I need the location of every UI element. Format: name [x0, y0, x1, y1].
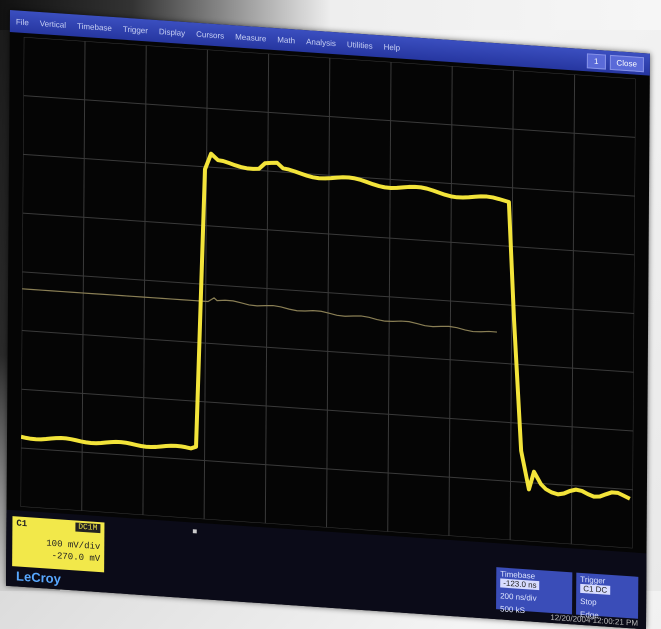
timebase-rate: 200 ns/div [500, 591, 537, 603]
timebase-delay: -123.0 ns [500, 578, 540, 591]
grid-horizontal-line [22, 271, 635, 315]
menu-vertical[interactable]: Vertical [39, 18, 67, 30]
channel-1-descriptor[interactable]: C1 DC1M 100 mV/div -270.0 mV [12, 516, 105, 573]
close-button[interactable]: Close [609, 54, 644, 72]
grid-vertical-line [20, 36, 25, 507]
trigger-marker: ■ [192, 526, 198, 536]
menu-cursors[interactable]: Cursors [196, 29, 225, 41]
channel-offset: -270.0 mV [51, 550, 101, 565]
menu-measure[interactable]: Measure [235, 31, 267, 43]
lecroy-logo: LeCroy [15, 568, 61, 587]
channel-1-trace [20, 151, 631, 501]
menu-timebase[interactable]: Timebase [77, 21, 112, 33]
reference-trace [22, 288, 497, 333]
trigger-descriptor[interactable]: Trigger C1 DC Stop Edge [576, 572, 639, 620]
menu-math[interactable]: Math [277, 34, 296, 45]
menu-analysis[interactable]: Analysis [306, 36, 336, 48]
oscilloscope-screen: File Vertical Timebase Trigger Display C… [5, 10, 650, 629]
waveform-grid [20, 36, 636, 549]
grid-horizontal-line [23, 95, 636, 138]
grid-horizontal-line [22, 212, 635, 256]
menu-file[interactable]: File [15, 16, 29, 27]
minimize-button[interactable]: 1 [586, 52, 606, 70]
channel-coupling: DC1M [75, 522, 101, 534]
grid-lines [20, 36, 636, 549]
grid-horizontal-line [22, 153, 635, 197]
channel-label: C1 [16, 518, 28, 530]
trigger-mode: Stop [580, 596, 597, 607]
menu-help[interactable]: Help [383, 41, 401, 53]
grid-horizontal-line [21, 388, 634, 432]
grid-horizontal-line [23, 36, 636, 80]
menu-display[interactable]: Display [158, 26, 186, 38]
trigger-source: C1 DC [580, 583, 611, 595]
menu-trigger[interactable]: Trigger [122, 24, 148, 35]
menu-utilities[interactable]: Utilities [346, 39, 373, 51]
grid-horizontal-line [21, 330, 634, 373]
grid-horizontal-line [20, 506, 633, 549]
